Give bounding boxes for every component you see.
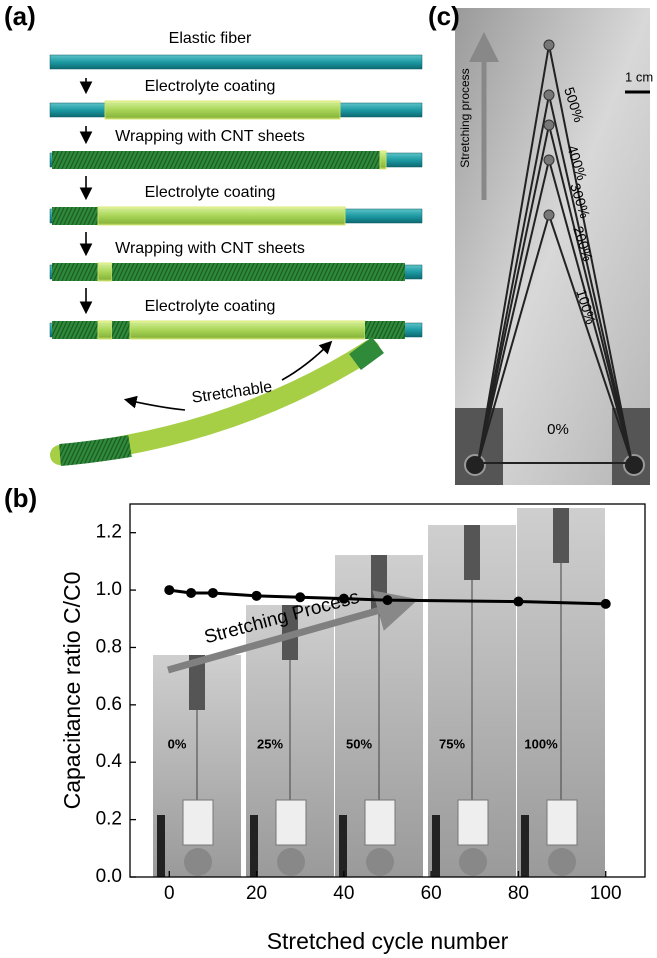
fiber-layer <box>98 207 345 225</box>
clamp-screw <box>624 455 644 475</box>
inset-base <box>459 848 487 876</box>
data-point <box>601 599 611 609</box>
data-point <box>252 591 262 601</box>
inset-tool <box>432 815 440 877</box>
y-tick-label: 0.8 <box>96 636 122 657</box>
arrow-label: Stretching process <box>458 68 472 167</box>
inset-label: 50% <box>346 736 372 751</box>
x-tick-label: 100 <box>590 883 622 904</box>
figure: (a) Elastic fiber Electrolyte coating Wrapp… <box>0 0 657 958</box>
inset-tool <box>521 815 529 877</box>
x-tick-label: 60 <box>421 883 442 904</box>
step-label: Electrolyte coating <box>145 184 276 201</box>
x-tick-label: 80 <box>508 883 529 904</box>
y-tick-label: 0.4 <box>96 751 123 772</box>
fiber-layer <box>112 263 405 281</box>
inset-clamp <box>365 800 395 845</box>
step-label: Wrapping with CNT sheets <box>115 128 305 145</box>
y-tick-label: 0.0 <box>96 866 122 887</box>
y-tick-label: 1.0 <box>96 579 122 600</box>
data-point <box>164 585 174 595</box>
stretched-fiber-end <box>355 345 378 362</box>
y-tick-label: 0.2 <box>96 809 122 830</box>
x-axis-label: Stretched cycle number <box>267 928 509 954</box>
y-axis-label: Capacitance ratio C/C0 <box>59 572 85 810</box>
data-point <box>186 588 196 598</box>
fiber-layer <box>380 151 386 169</box>
inset-tool <box>339 815 347 877</box>
x-tick-label: 40 <box>333 883 354 904</box>
fiber-layer <box>52 321 98 339</box>
fiber-layer <box>52 263 98 281</box>
scale-label: 1 cm <box>625 69 653 84</box>
inset-base <box>366 848 394 876</box>
step-label: Electrolyte coating <box>145 298 276 315</box>
inset-clamp <box>547 800 577 845</box>
inset-label: 100% <box>524 736 558 751</box>
fiber-layer <box>112 321 130 339</box>
data-point <box>339 594 349 604</box>
inset-base <box>184 848 212 876</box>
step-label: Electrolyte coating <box>145 78 276 95</box>
inset-tool <box>157 815 165 877</box>
clamp-screw <box>465 455 485 475</box>
step-label: Elastic fiber <box>169 30 252 47</box>
weight <box>544 90 554 100</box>
inset-grip <box>553 508 569 563</box>
strain-label: 0% <box>547 421 569 438</box>
panel-b: (b)0%25%50%75%100%Stretching Process0.00… <box>4 483 645 954</box>
inset-base <box>548 848 576 876</box>
inset-base <box>277 848 305 876</box>
fiber-layer <box>98 321 112 339</box>
inset-tool <box>250 815 258 877</box>
panel-label: (c) <box>428 1 460 31</box>
weight <box>544 120 554 130</box>
panel-c: (c)500%400%300%200%100%0%Stretching proc… <box>428 1 653 485</box>
x-tick-label: 0 <box>164 883 175 904</box>
step-label: Wrapping with CNT sheets <box>115 240 305 257</box>
weight <box>544 210 554 220</box>
inset-label: 25% <box>257 736 283 751</box>
x-tick-label: 20 <box>246 883 267 904</box>
data-point <box>295 592 305 602</box>
inset-clamp <box>458 800 488 845</box>
data-point <box>208 588 218 598</box>
y-tick-label: 1.2 <box>96 522 122 543</box>
stretched-fiber-cnt <box>60 446 130 455</box>
fiber-core <box>50 55 422 69</box>
panel-label: (a) <box>4 1 36 31</box>
fiber-layer <box>365 321 405 339</box>
inset-label: 0% <box>168 736 187 751</box>
data-point <box>513 597 523 607</box>
inset-clamp <box>276 800 306 845</box>
data-point <box>383 595 393 605</box>
fiber-layer <box>52 151 380 169</box>
weight <box>544 155 554 165</box>
inset-label: 75% <box>439 736 465 751</box>
inset-clamp <box>183 800 213 845</box>
inset-grip <box>464 525 480 580</box>
weight <box>544 40 554 50</box>
stretch-arrow <box>127 400 185 410</box>
panel-label: (b) <box>4 483 37 513</box>
fiber-layer <box>52 207 98 225</box>
panel-a: (a) Elastic fiber Electrolyte coating Wrapp… <box>4 1 422 455</box>
fiber-layer <box>130 321 365 339</box>
fiber-layer <box>98 263 112 281</box>
fiber-layer <box>105 101 340 119</box>
y-tick-label: 0.6 <box>96 694 122 715</box>
